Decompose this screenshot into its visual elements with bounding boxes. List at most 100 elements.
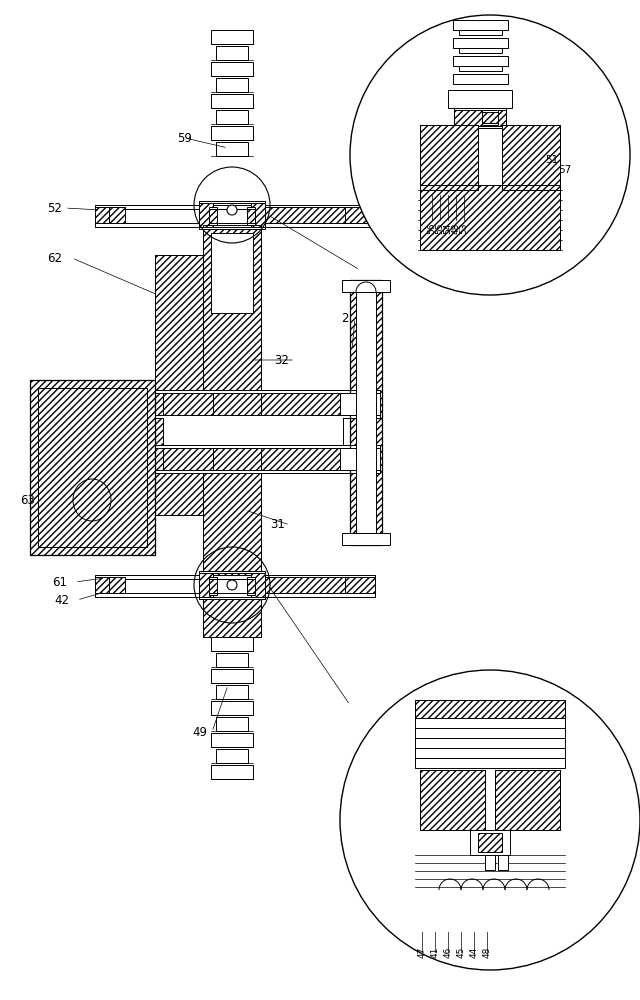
Text: 53: 53 (460, 223, 468, 234)
Text: 56: 56 (428, 223, 436, 234)
Bar (199, 227, 265, 229)
Bar (199, 571, 265, 573)
Bar (211, 62, 253, 76)
Bar (30, 380, 155, 555)
Bar (155, 470, 380, 473)
Bar (163, 393, 213, 415)
Bar (459, 30, 502, 35)
Bar (163, 393, 213, 415)
Bar (216, 78, 248, 92)
Bar (482, 112, 498, 123)
Bar (251, 201, 265, 229)
Bar (155, 255, 203, 515)
Bar (495, 770, 560, 830)
Text: 2: 2 (341, 312, 349, 324)
Bar (95, 575, 375, 579)
Bar (448, 90, 512, 108)
Bar (109, 577, 125, 593)
Bar (454, 110, 506, 126)
Text: 61: 61 (52, 576, 67, 588)
Circle shape (340, 670, 640, 970)
Text: 52: 52 (47, 202, 63, 215)
Bar (342, 533, 390, 545)
Bar (415, 700, 565, 718)
Bar (350, 280, 382, 545)
Bar (247, 579, 255, 593)
Bar (415, 718, 565, 728)
Bar (247, 207, 255, 225)
Bar (203, 597, 261, 637)
Bar (38, 388, 147, 547)
Bar (415, 748, 565, 758)
Bar (211, 126, 253, 140)
Text: 63: 63 (20, 493, 35, 506)
Bar (211, 733, 253, 747)
Text: 48: 48 (451, 223, 461, 234)
Bar (453, 56, 508, 66)
Bar (95, 207, 125, 223)
Bar (415, 728, 565, 738)
Bar (216, 717, 248, 731)
Bar (211, 233, 253, 313)
Bar (199, 597, 265, 599)
Text: 54: 54 (444, 223, 452, 234)
Bar (470, 830, 510, 855)
Bar (420, 125, 478, 190)
Bar (95, 223, 375, 227)
Text: 31: 31 (271, 518, 285, 532)
Bar (209, 577, 217, 595)
Bar (211, 94, 253, 108)
Circle shape (350, 15, 630, 295)
Bar (216, 749, 248, 763)
Bar (453, 38, 508, 48)
Bar (459, 48, 502, 53)
Text: 46: 46 (444, 947, 452, 958)
Bar (356, 292, 376, 533)
Bar (256, 207, 345, 223)
Bar (454, 108, 506, 128)
Text: 45: 45 (456, 947, 465, 958)
Bar (415, 758, 565, 768)
Bar (155, 445, 380, 448)
Bar (155, 390, 380, 418)
Text: 57: 57 (558, 165, 572, 175)
Bar (209, 579, 217, 593)
Circle shape (227, 205, 237, 215)
Bar (495, 770, 560, 830)
Bar (109, 207, 125, 223)
Bar (415, 738, 565, 748)
Text: 41: 41 (431, 947, 440, 958)
Bar (420, 770, 485, 830)
Bar (95, 593, 375, 597)
Bar (502, 125, 560, 190)
Bar (155, 415, 380, 418)
Bar (342, 280, 390, 292)
Bar (163, 448, 213, 470)
Bar (420, 185, 560, 250)
Text: 48: 48 (483, 947, 492, 958)
Text: 49: 49 (193, 726, 207, 738)
Bar (95, 205, 375, 209)
Text: 59: 59 (177, 131, 193, 144)
Bar (453, 74, 508, 84)
Bar (251, 571, 265, 599)
Bar (155, 390, 380, 393)
Bar (203, 225, 261, 575)
Bar (216, 142, 248, 156)
Bar (420, 185, 560, 250)
Bar (459, 66, 502, 71)
Bar (350, 280, 382, 545)
Circle shape (227, 580, 237, 590)
Ellipse shape (73, 479, 111, 521)
Bar (203, 597, 261, 637)
Bar (415, 700, 565, 718)
Bar (38, 388, 147, 547)
Bar (211, 701, 253, 715)
Bar (199, 201, 213, 229)
Text: 42: 42 (54, 593, 70, 606)
Bar (216, 653, 248, 667)
Bar (155, 255, 203, 515)
Text: 32: 32 (275, 354, 289, 366)
Bar (199, 201, 265, 203)
Text: 62: 62 (47, 251, 63, 264)
